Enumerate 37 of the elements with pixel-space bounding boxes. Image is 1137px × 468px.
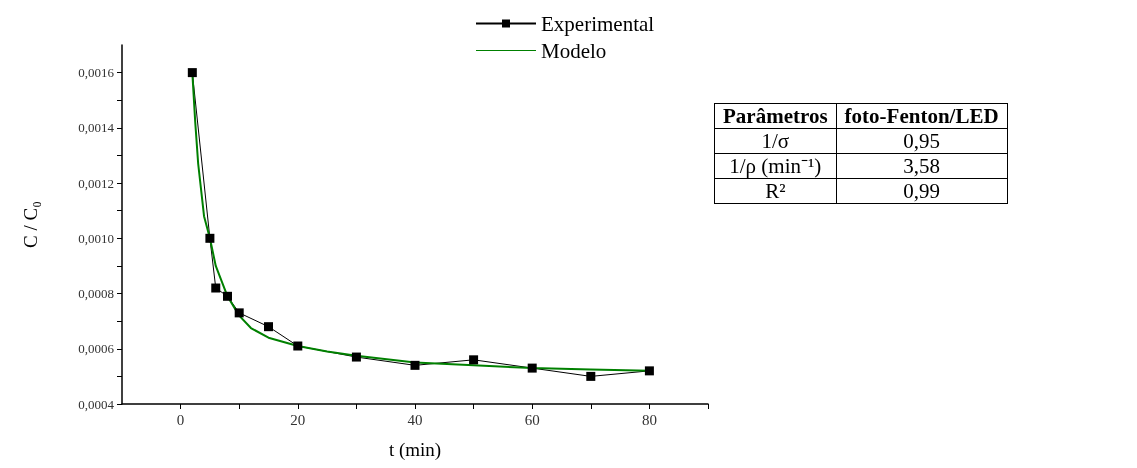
point — [222, 291, 232, 301]
point — [410, 360, 420, 370]
category-label: 1/ρ (min⁻¹) — [714, 153, 837, 179]
point — [234, 308, 244, 318]
point — [527, 363, 537, 373]
point — [264, 322, 273, 332]
legend-label: Modelo — [541, 38, 607, 63]
y-tick-label: 0,0006 — [78, 341, 115, 357]
text: 3,58 — [903, 154, 940, 178]
y-tick-label: 0,0012 — [78, 175, 114, 191]
text: foto-Fenton/LED — [836, 103, 1008, 129]
x-tick-label: 80 — [641, 411, 657, 428]
y-axis-title: C / C₀ — [20, 201, 41, 248]
point — [187, 68, 197, 78]
point — [644, 366, 654, 376]
point — [469, 355, 479, 365]
category-label: 1/σ — [714, 128, 837, 154]
point — [586, 371, 596, 381]
legend-label: Experimental — [541, 11, 655, 36]
category-label: R² — [714, 178, 837, 204]
y-tick-label: 0,0010 — [78, 230, 114, 246]
point — [211, 283, 221, 293]
point — [205, 233, 215, 243]
text: 0,95 — [903, 129, 940, 153]
point — [351, 352, 361, 362]
y-tick-label: 0,0004 — [78, 396, 115, 412]
text: 0,99 — [903, 179, 940, 203]
y-tick-label: 0,0008 — [78, 286, 114, 302]
x-tick-label: 40 — [407, 411, 423, 428]
point — [293, 341, 303, 351]
y-tick-label: 0,0016 — [78, 65, 115, 81]
text: Parâmetros — [714, 103, 837, 129]
x-axis-title: t (min) — [388, 439, 442, 461]
y-tick-label: 0,0014 — [78, 120, 115, 136]
x-tick-label: 0 — [176, 411, 185, 428]
x-tick-label: 20 — [290, 411, 306, 428]
x-tick-label: 60 — [524, 411, 540, 428]
